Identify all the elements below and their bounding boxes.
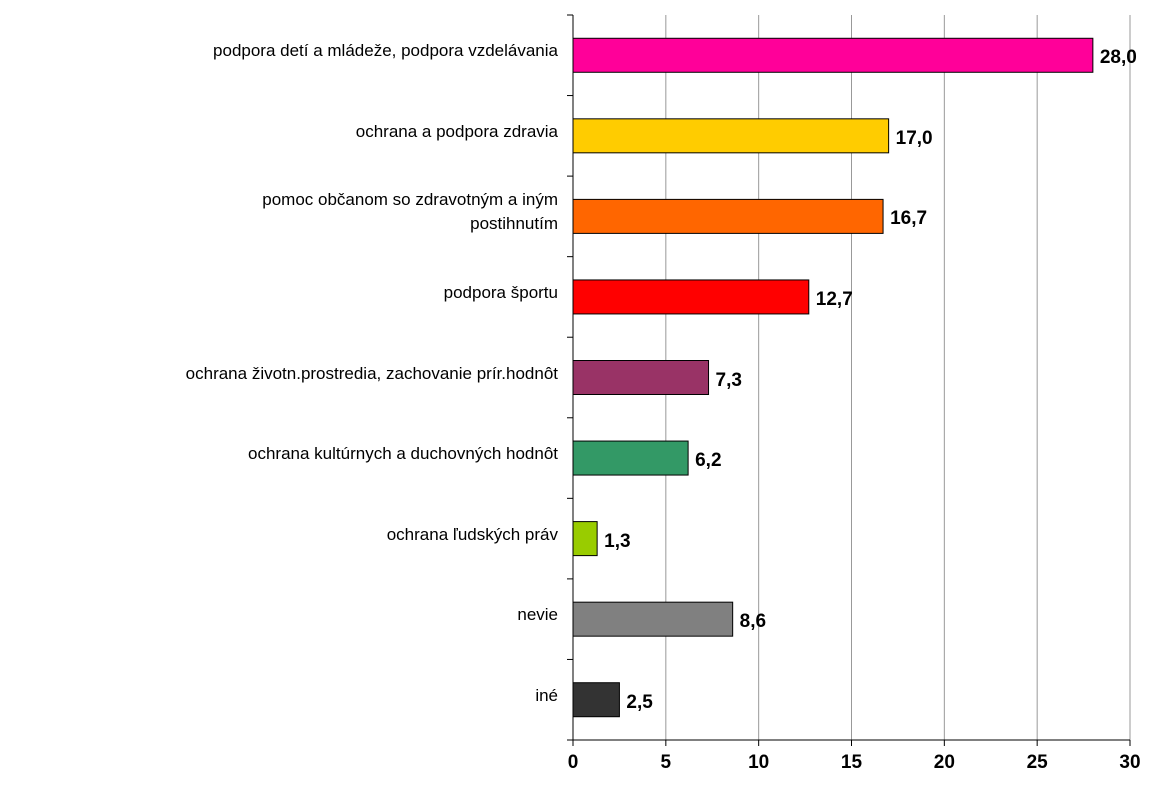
- value-label: 16,7: [890, 208, 928, 230]
- bar: [572, 198, 884, 234]
- bar: [572, 682, 620, 718]
- x-tick-label: 5: [660, 752, 672, 773]
- category-label: podpora športu: [443, 282, 558, 302]
- bar: [572, 37, 1094, 73]
- value-label: 17,0: [895, 127, 933, 149]
- category-label: podpora detí a mládeže, podpora vzdeláva…: [213, 41, 558, 61]
- value-label: 12,7: [815, 288, 853, 310]
- x-tick-label: 30: [1119, 752, 1141, 773]
- value-label: 2,5: [626, 691, 653, 713]
- x-tick-label: 10: [748, 752, 770, 773]
- value-label: 28,0: [1099, 47, 1137, 69]
- x-tick-label: 15: [840, 752, 863, 773]
- category-label: nevie: [517, 605, 558, 625]
- bar: [572, 360, 710, 395]
- x-tick-label: 0: [567, 752, 579, 773]
- bar: [572, 440, 689, 476]
- category-label: ochrana a podpora zdravia: [355, 121, 558, 141]
- bar: [572, 118, 890, 154]
- value-label: 8,6: [739, 611, 767, 633]
- category-label: pomoc občanom so zdravotným a iným posti…: [262, 190, 558, 234]
- category-label: ochrana kultúrnych a duchovných hodnôt: [248, 444, 558, 464]
- value-label: 7,3: [715, 369, 742, 391]
- x-tick-label: 25: [1026, 752, 1048, 773]
- value-label: 1,3: [604, 530, 631, 552]
- bar: [572, 279, 810, 315]
- category-label: ochrana životn.prostredia, zachovanie pr…: [185, 363, 558, 383]
- category-label: ochrana ľudských práv: [386, 524, 558, 544]
- value-label: 6,2: [695, 450, 722, 472]
- category-label: iné: [535, 685, 558, 705]
- x-tick-label: 20: [933, 752, 955, 773]
- bar: [572, 521, 598, 557]
- bar: [572, 601, 734, 637]
